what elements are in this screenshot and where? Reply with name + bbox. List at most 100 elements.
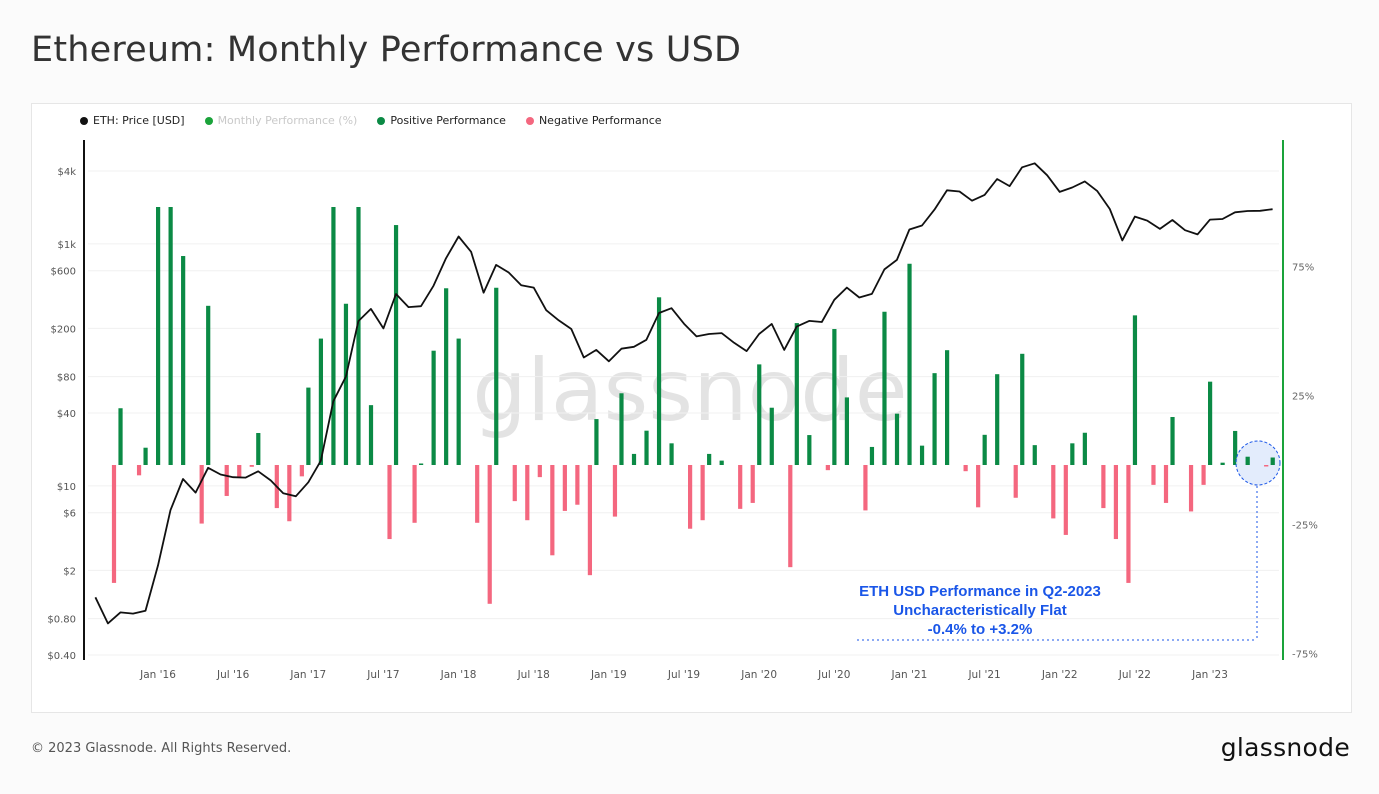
annotation-line: ETH USD Performance in Q2-2023 bbox=[859, 583, 1101, 600]
positive-bar bbox=[594, 419, 599, 465]
positive-bar bbox=[456, 338, 461, 465]
negative-bar bbox=[738, 465, 743, 509]
x-axis-tick-label: Jul '22 bbox=[1118, 669, 1151, 681]
positive-bar bbox=[907, 263, 912, 465]
legend-item-price[interactable]: ETH: Price [USD] bbox=[80, 114, 185, 127]
right-axis-tick-label: -25% bbox=[1292, 521, 1318, 532]
positive-bar bbox=[256, 433, 261, 465]
negative-bar bbox=[224, 465, 229, 496]
positive-bar bbox=[1270, 457, 1275, 465]
positive-bar bbox=[1132, 315, 1138, 465]
page-title: Ethereum: Monthly Performance vs USD bbox=[31, 30, 742, 70]
x-axis-tick-label: Jul '21 bbox=[967, 669, 1000, 681]
positive-bar bbox=[669, 443, 674, 465]
negative-bar bbox=[237, 465, 242, 478]
legend-dot-icon bbox=[377, 116, 386, 125]
negative-bar bbox=[825, 465, 830, 471]
positive-bar bbox=[807, 435, 812, 465]
negative-bar bbox=[688, 465, 693, 529]
negative-bar bbox=[299, 465, 304, 477]
x-axis-tick-label: Jul '20 bbox=[817, 669, 850, 681]
legend-label: ETH: Price [USD] bbox=[93, 114, 185, 127]
left-axis-tick-label: $0.40 bbox=[47, 651, 76, 662]
negative-bar bbox=[1126, 465, 1131, 583]
positive-bar bbox=[1233, 430, 1238, 465]
negative-bar bbox=[1063, 465, 1068, 535]
positive-bar bbox=[919, 445, 925, 465]
right-axis-tick-label: -75% bbox=[1292, 650, 1318, 661]
negative-bar bbox=[525, 465, 530, 521]
negative-bar bbox=[475, 465, 480, 523]
negative-bar bbox=[788, 465, 793, 568]
legend-dot-icon bbox=[80, 116, 88, 125]
annotation-text: ETH USD Performance in Q2-2023 Uncharact… bbox=[830, 582, 1130, 639]
positive-bar bbox=[1208, 381, 1213, 465]
positive-bar bbox=[156, 207, 161, 465]
x-axis-tick-label: Jan '17 bbox=[289, 669, 326, 681]
glassnode-logo[interactable]: glassnode bbox=[1220, 733, 1350, 762]
negative-bar bbox=[1163, 465, 1169, 503]
right-axis-tick-label: 75% bbox=[1292, 263, 1314, 274]
negative-bar bbox=[412, 465, 417, 523]
negative-bar bbox=[1151, 465, 1156, 485]
positive-bar bbox=[368, 405, 374, 465]
negative-bar bbox=[1201, 465, 1206, 485]
x-axis-tick-label: Jan '19 bbox=[590, 669, 627, 681]
annotation-line: -0.4% to +3.2% bbox=[927, 621, 1033, 638]
negative-bar bbox=[750, 465, 755, 503]
negative-bar bbox=[976, 465, 981, 508]
positive-bar bbox=[494, 287, 499, 465]
legend-item-negative[interactable]: Negative Performance bbox=[525, 114, 662, 127]
highlight-circle bbox=[1235, 440, 1281, 486]
positive-bar bbox=[894, 413, 900, 465]
legend-item-positive[interactable]: Positive Performance bbox=[377, 114, 506, 127]
positive-bar bbox=[945, 350, 950, 465]
x-axis-tick-label: Jan '21 bbox=[891, 669, 928, 681]
positive-bar bbox=[932, 373, 937, 465]
x-axis-tick-label: Jan '23 bbox=[1191, 669, 1228, 681]
positive-bar bbox=[644, 430, 649, 465]
positive-bar bbox=[331, 207, 336, 465]
legend-label: Monthly Performance (%) bbox=[217, 114, 358, 127]
positive-bar bbox=[1070, 443, 1075, 465]
positive-bar bbox=[393, 225, 399, 465]
x-axis-tick-label: Jul '16 bbox=[216, 669, 250, 681]
negative-bar bbox=[1013, 465, 1018, 498]
positive-bar bbox=[982, 434, 987, 465]
negative-bar bbox=[575, 465, 580, 505]
positive-bar bbox=[1020, 353, 1025, 465]
positive-bar bbox=[419, 463, 424, 465]
chart-card bbox=[31, 103, 1352, 713]
x-axis-tick-label: Jan '22 bbox=[1041, 669, 1078, 681]
positive-bar bbox=[181, 256, 186, 465]
negative-bar bbox=[111, 465, 117, 583]
chart-legend: ETH: Price [USD] Monthly Performance (%)… bbox=[80, 114, 662, 127]
positive-bar bbox=[1082, 432, 1087, 465]
legend-label: Negative Performance bbox=[538, 114, 662, 127]
negative-bar bbox=[287, 465, 292, 522]
negative-bar bbox=[136, 465, 142, 476]
positive-bar bbox=[882, 311, 887, 465]
right-axis-tick-label: 25% bbox=[1292, 392, 1314, 403]
positive-bar bbox=[719, 460, 724, 465]
positive-bar bbox=[143, 447, 148, 465]
positive-bar bbox=[118, 408, 123, 465]
x-axis-tick-label: Jul '18 bbox=[517, 669, 550, 681]
positive-bar bbox=[343, 303, 349, 465]
x-axis-tick-label: Jul '17 bbox=[366, 669, 399, 681]
left-axis-tick-label: $10 bbox=[57, 482, 76, 493]
price-line bbox=[94, 162, 1273, 625]
negative-bar bbox=[199, 465, 204, 524]
positive-bar bbox=[431, 350, 436, 465]
negative-bar bbox=[612, 465, 618, 517]
legend-dot-icon bbox=[525, 116, 534, 125]
left-axis-tick-label: $80 bbox=[57, 373, 76, 384]
positive-bar bbox=[1032, 445, 1037, 465]
x-axis-tick-label: Jan '20 bbox=[740, 669, 777, 681]
watermark: glassnode bbox=[472, 341, 907, 441]
positive-bar bbox=[769, 407, 774, 465]
left-axis-tick-label: $2 bbox=[63, 566, 76, 577]
negative-bar bbox=[863, 465, 868, 511]
legend-item-monthly-performance[interactable]: Monthly Performance (%) bbox=[204, 114, 358, 127]
positive-bar bbox=[832, 329, 837, 465]
